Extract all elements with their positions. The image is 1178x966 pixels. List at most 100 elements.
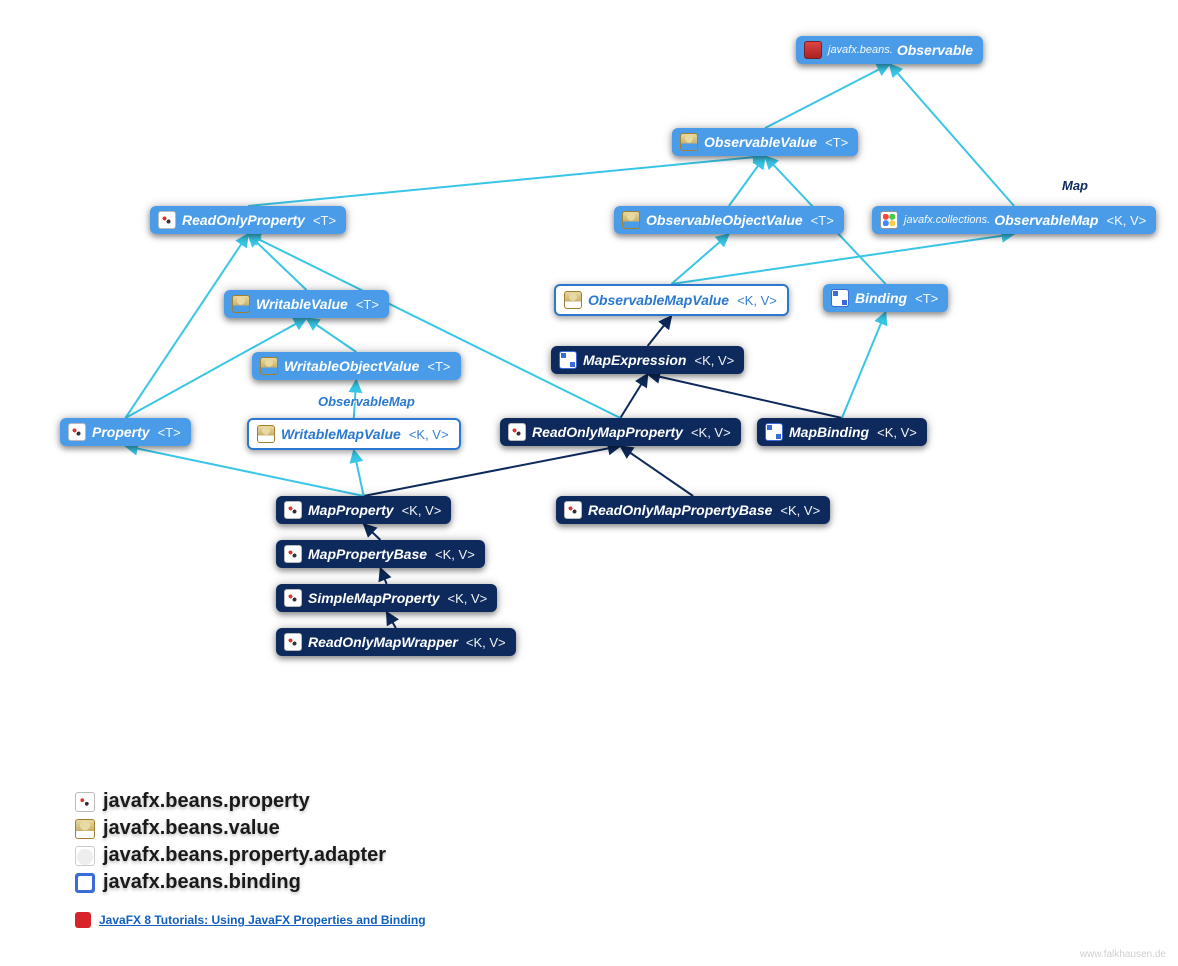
node-typeparam: <T> <box>811 213 834 228</box>
node-typeparam: <T> <box>313 213 336 228</box>
node-name: ReadOnlyMapWrapper <box>308 634 458 650</box>
node-typeparam: <K, V> <box>402 503 442 518</box>
node-name: ReadOnlyMapPropertyBase <box>588 502 772 518</box>
node-mapPropertyBase[interactable]: MapPropertyBase <K, V> <box>276 540 485 568</box>
binding-icon <box>831 289 849 307</box>
legend-row: javafx.beans.value <box>75 817 426 840</box>
node-observableObjectValue[interactable]: ObservableObjectValue <T> <box>614 206 844 234</box>
oracle-icon <box>75 912 91 928</box>
node-name: WritableValue <box>256 296 348 312</box>
legend-row: javafx.beans.property <box>75 790 426 813</box>
node-name: MapProperty <box>308 502 394 518</box>
card-icon <box>564 501 582 519</box>
node-readOnlyMapPropBase[interactable]: ReadOnlyMapPropertyBase <K, V> <box>556 496 830 524</box>
node-name: MapExpression <box>583 352 686 368</box>
card-icon <box>68 423 86 441</box>
edge <box>354 450 364 496</box>
edge <box>248 234 620 418</box>
node-typeparam: <K, V> <box>409 427 449 442</box>
chess-icon <box>75 819 95 839</box>
node-name: Observable <box>897 42 973 58</box>
chess-icon <box>260 357 278 375</box>
legend-label: javafx.beans.binding <box>103 871 301 894</box>
node-observable[interactable]: javafx.beans. Observable <box>796 36 983 64</box>
diagram-canvas: javafx.beans. Observable ObservableValue <… <box>0 0 1178 966</box>
node-readOnlyProperty[interactable]: ReadOnlyProperty <T> <box>150 206 346 234</box>
node-name: Binding <box>855 290 907 306</box>
chess-icon <box>564 291 582 309</box>
node-observableMapValue[interactable]: ObservableMapValue <K, V> <box>554 284 789 316</box>
node-simpleMapProperty[interactable]: SimpleMapProperty <K, V> <box>276 584 497 612</box>
edge <box>248 156 765 206</box>
node-writableValue[interactable]: WritableValue <T> <box>224 290 389 318</box>
legend-row: javafx.beans.binding <box>75 871 426 894</box>
node-mapBinding[interactable]: MapBinding <K, V> <box>757 418 927 446</box>
edge <box>306 318 356 352</box>
node-typeparam: <K, V> <box>1106 213 1146 228</box>
node-name: WritableObjectValue <box>284 358 419 374</box>
tutorial-link[interactable]: JavaFX 8 Tutorials: Using JavaFX Propert… <box>99 913 426 927</box>
edge <box>364 524 381 540</box>
box-icon <box>804 41 822 59</box>
card-icon <box>158 211 176 229</box>
node-name: Property <box>92 424 150 440</box>
legend: javafx.beans.property javafx.beans.value j… <box>75 790 426 928</box>
legend-label: javafx.beans.property.adapter <box>103 844 386 867</box>
node-package: javafx.beans. <box>828 44 893 56</box>
card-icon <box>284 545 302 563</box>
node-typeparam: <K, V> <box>877 425 917 440</box>
chess-icon <box>257 425 275 443</box>
node-typeparam: <T> <box>427 359 450 374</box>
edge <box>620 446 693 496</box>
edge <box>842 312 886 418</box>
float-label: Map <box>1062 178 1088 193</box>
chess-icon <box>680 133 698 151</box>
node-readOnlyMapProperty[interactable]: ReadOnlyMapProperty <K, V> <box>500 418 741 446</box>
binding-icon <box>75 873 95 893</box>
edge <box>380 568 386 584</box>
node-mapExpression[interactable]: MapExpression <K, V> <box>551 346 744 374</box>
node-binding[interactable]: Binding <T> <box>823 284 948 312</box>
edge <box>620 374 647 418</box>
balls-icon <box>880 211 898 229</box>
node-typeparam: <T> <box>825 135 848 150</box>
node-readOnlyMapWrapper[interactable]: ReadOnlyMapWrapper <K, V> <box>276 628 516 656</box>
node-name: ObservableObjectValue <box>646 212 803 228</box>
node-name: MapBinding <box>789 424 869 440</box>
card-icon <box>508 423 526 441</box>
node-observableValue[interactable]: ObservableValue <T> <box>672 128 858 156</box>
chess-icon <box>232 295 250 313</box>
node-name: SimpleMapProperty <box>308 590 439 606</box>
node-name: ObservableMapValue <box>588 292 729 308</box>
binding-icon <box>559 351 577 369</box>
ghost-icon <box>75 846 95 866</box>
edge <box>125 234 248 418</box>
card-icon <box>75 792 95 812</box>
legend-label: javafx.beans.value <box>103 817 280 840</box>
node-typeparam: <K, V> <box>466 635 506 650</box>
binding-icon <box>765 423 783 441</box>
node-name: ObservableValue <box>704 134 817 150</box>
edge <box>364 446 621 496</box>
card-icon <box>284 633 302 651</box>
card-icon <box>284 589 302 607</box>
node-typeparam: <K, V> <box>737 293 777 308</box>
node-name: ReadOnlyProperty <box>182 212 305 228</box>
node-typeparam: <T> <box>915 291 938 306</box>
chess-icon <box>622 211 640 229</box>
node-writableObjectValue[interactable]: WritableObjectValue <T> <box>252 352 461 380</box>
node-package: javafx.collections. <box>904 214 990 226</box>
legend-row: javafx.beans.property.adapter <box>75 844 426 867</box>
edge <box>729 156 765 206</box>
node-property[interactable]: Property <T> <box>60 418 191 446</box>
edge <box>648 374 842 418</box>
node-typeparam: <K, V> <box>691 425 731 440</box>
node-observableMap[interactable]: javafx.collections.ObservableMap <K, V> <box>872 206 1156 234</box>
node-name: ReadOnlyMapProperty <box>532 424 683 440</box>
edge <box>387 612 396 628</box>
node-mapProperty[interactable]: MapProperty <K, V> <box>276 496 451 524</box>
node-writableMapValue[interactable]: WritableMapValue <K, V> <box>247 418 461 450</box>
float-label: ObservableMap <box>318 394 415 409</box>
legend-label: javafx.beans.property <box>103 790 310 813</box>
node-typeparam: <K, V> <box>780 503 820 518</box>
